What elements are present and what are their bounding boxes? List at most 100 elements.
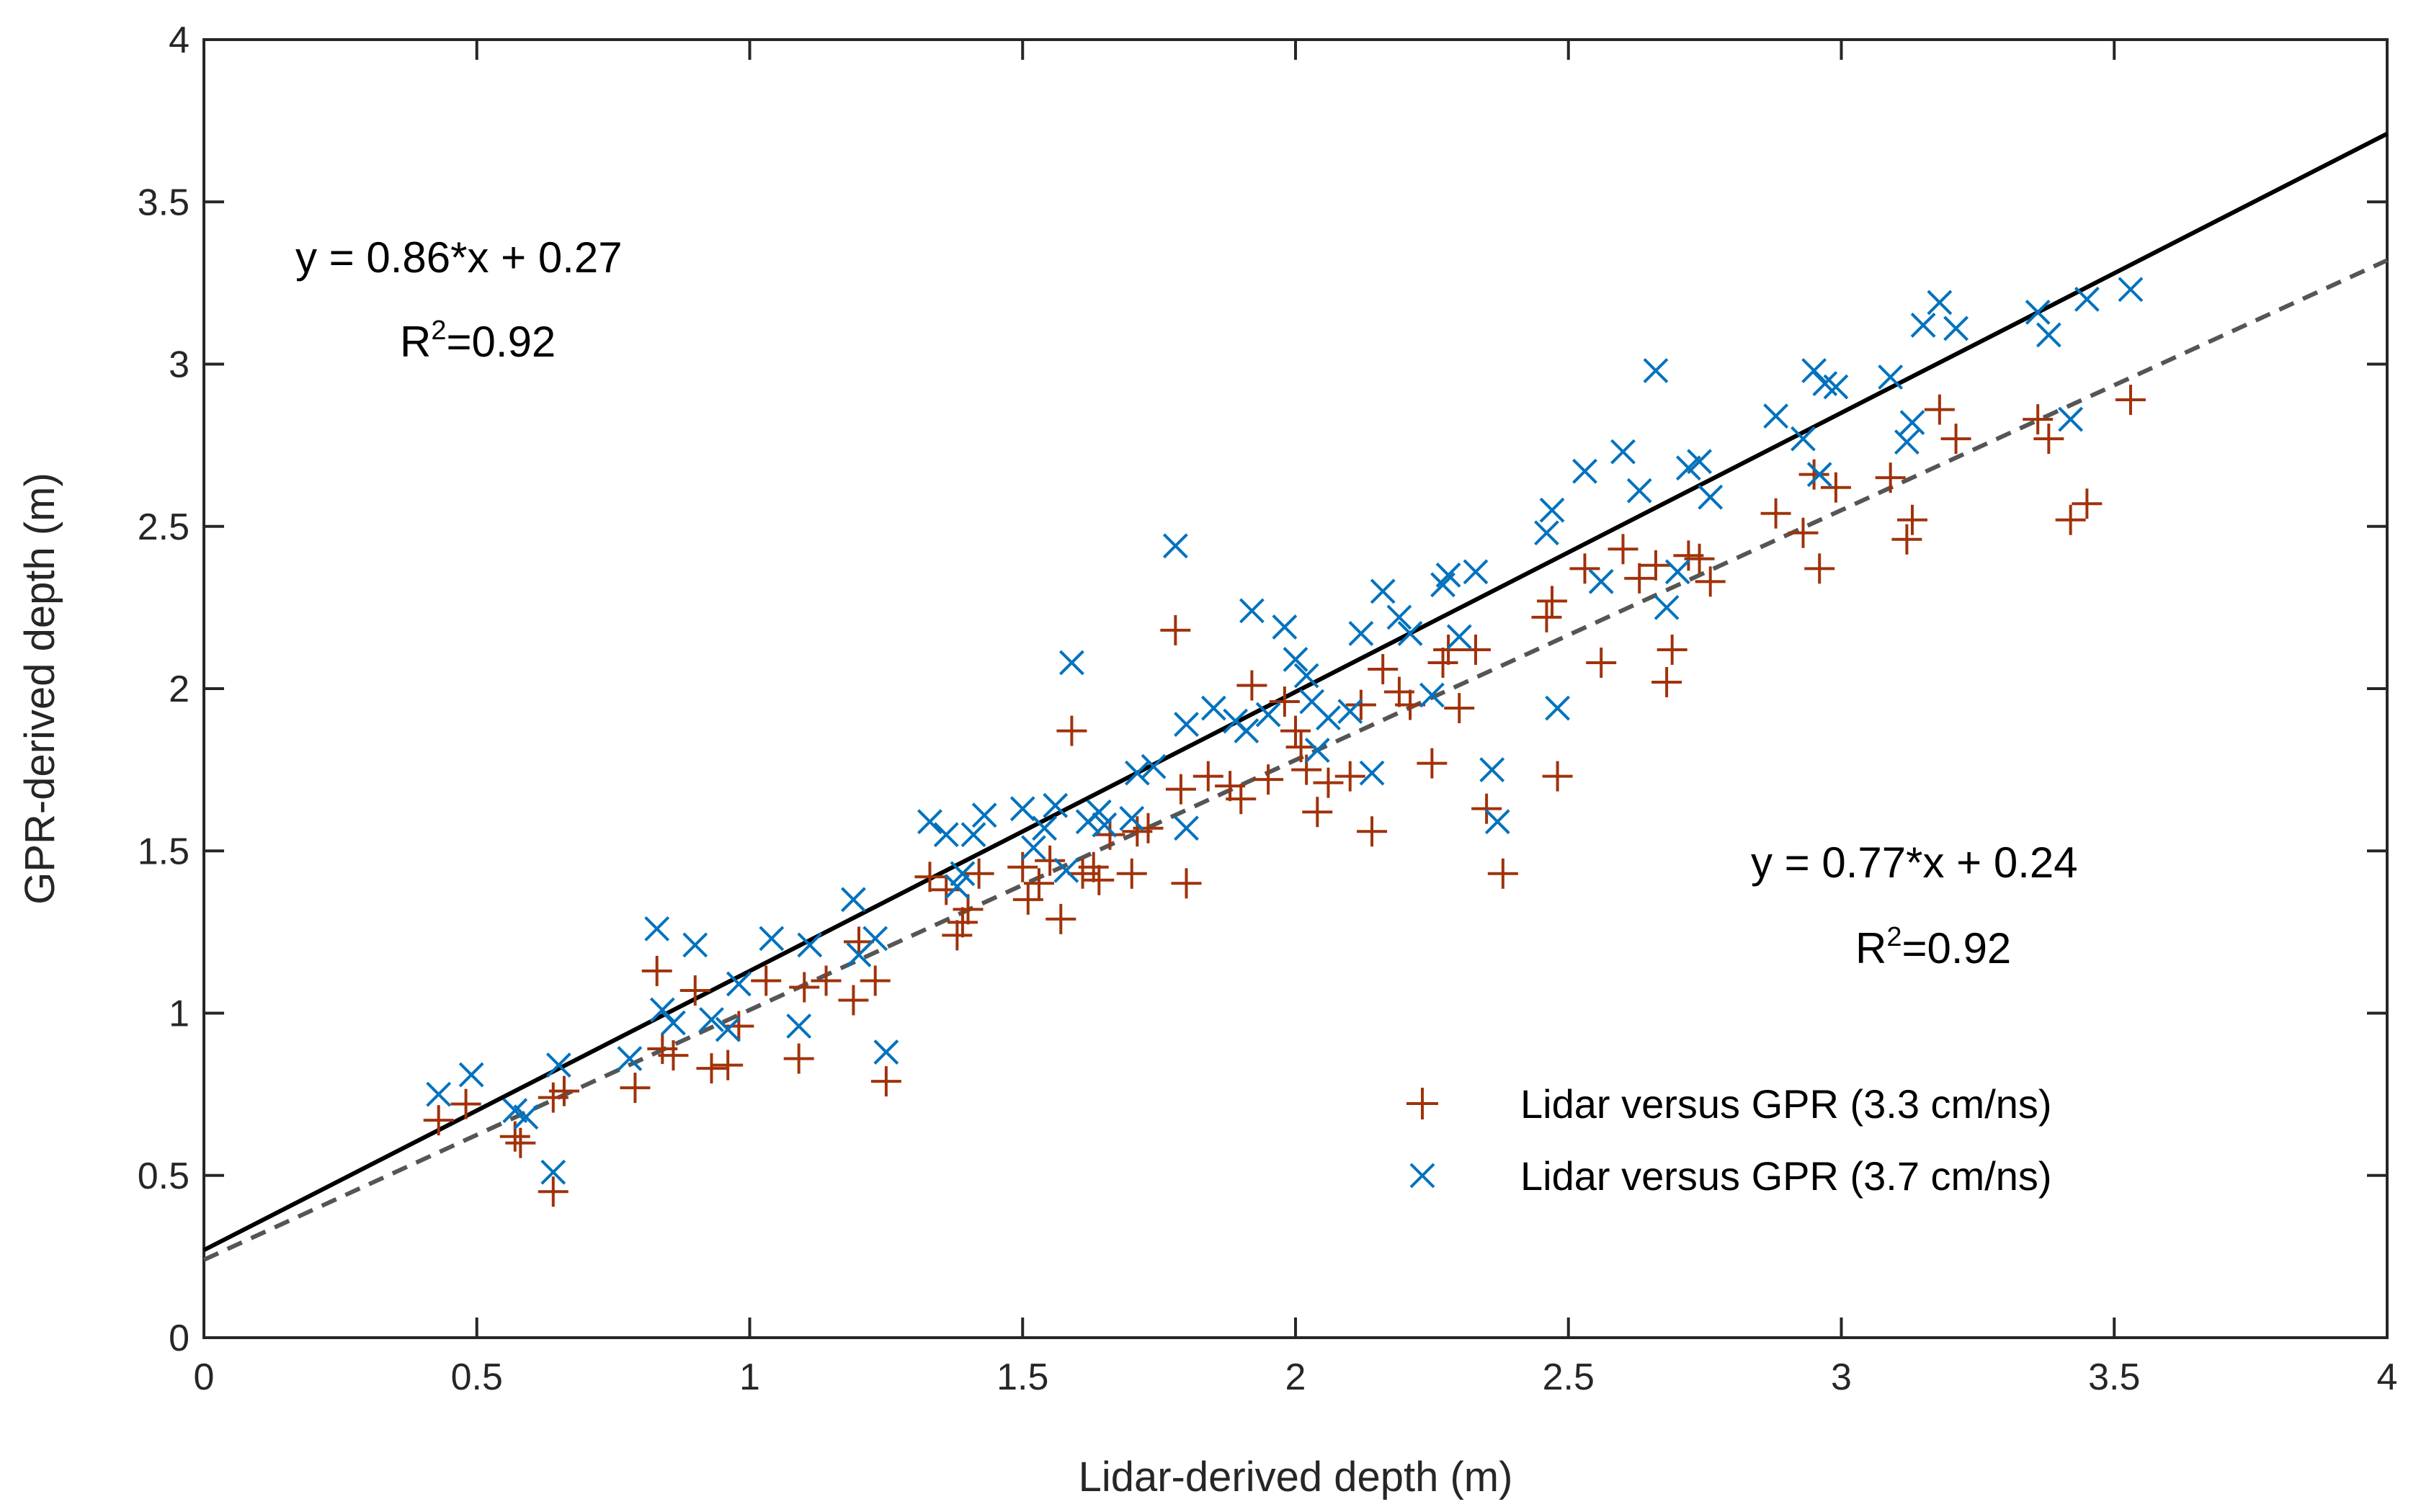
data-points (423, 277, 2146, 1207)
point-3-3-cm-ns (1116, 858, 1147, 889)
point-3-7-cm-ns (2036, 322, 2061, 348)
point-3-3-cm-ns (1624, 563, 1655, 594)
point-3-7-cm-ns (1698, 484, 1724, 510)
r2-lower: R2=0.92 (1855, 922, 2011, 972)
y-axis-title: GPR-derived depth (m) (17, 473, 63, 905)
point-3-3-cm-ns (860, 965, 891, 996)
point-3-7-cm-ns (1539, 497, 1565, 523)
point-3-7-cm-ns (1484, 809, 1510, 835)
point-3-7-cm-ns (917, 809, 942, 835)
point-3-7-cm-ns (1763, 403, 1789, 429)
point-3-3-cm-ns (931, 874, 962, 905)
x-tick-label: 4 (2377, 1356, 2398, 1398)
point-3-7-cm-ns (1643, 358, 1669, 383)
point-3-3-cm-ns (963, 858, 994, 889)
y-tick-label: 2.5 (138, 506, 190, 548)
point-3-7-cm-ns (715, 1016, 741, 1042)
point-3-3-cm-ns (953, 894, 984, 925)
point-3-3-cm-ns (1640, 550, 1671, 581)
point-3-3-cm-ns (789, 972, 820, 1003)
plot-area (202, 38, 2389, 1339)
point-3-7-cm-ns (682, 932, 708, 958)
point-3-7-cm-ns (1086, 799, 1112, 825)
point-3-7-cm-ns (1446, 624, 1472, 650)
y-tick-label: 0.5 (138, 1155, 190, 1197)
point-3-3-cm-ns (641, 955, 672, 986)
point-3-3-cm-ns (2033, 424, 2064, 455)
equation-lower: y = 0.77*x + 0.24 (1751, 838, 2078, 887)
point-3-7-cm-ns (2058, 406, 2084, 432)
point-3-3-cm-ns (1269, 686, 1300, 717)
point-3-7-cm-ns (1316, 705, 1341, 730)
point-3-3-cm-ns (1160, 614, 1191, 645)
fit-line-fit-3.3 (202, 258, 2389, 1262)
point-3-3-cm-ns (1537, 586, 1568, 617)
y-tick-label: 1 (169, 993, 190, 1035)
point-3-3-cm-ns (1460, 634, 1491, 665)
point-3-3-cm-ns (1133, 813, 1164, 844)
point-3-7-cm-ns (1059, 650, 1084, 676)
point-3-7-cm-ns (1304, 738, 1330, 764)
point-3-3-cm-ns (1253, 764, 1284, 795)
point-3-7-cm-ns (1293, 663, 1319, 689)
r2-upper-exponent: 2 (431, 316, 446, 346)
point-3-7-cm-ns (1435, 562, 1461, 588)
x-axis-title: Lidar-derived depth (m) (1079, 1454, 1513, 1500)
point-3-3-cm-ns (679, 975, 710, 1006)
r2-upper-value: =0.92 (446, 318, 556, 366)
point-3-7-cm-ns (797, 932, 823, 958)
point-3-7-cm-ns (873, 1039, 899, 1065)
point-3-3-cm-ns (1788, 517, 1819, 548)
point-3-7-cm-ns (649, 997, 675, 1023)
point-3-7-cm-ns (1687, 449, 1712, 475)
equation-upper: y = 0.86*x + 0.27 (295, 233, 623, 282)
point-3-3-cm-ns (1760, 498, 1791, 529)
x-tick-label: 2.5 (1543, 1356, 1595, 1398)
point-3-3-cm-ns (947, 907, 978, 938)
point-3-7-cm-ns (1359, 760, 1385, 786)
point-3-3-cm-ns (1586, 647, 1617, 678)
point-3-3-cm-ns (1045, 903, 1076, 934)
point-3-3-cm-ns (1471, 793, 1502, 824)
point-3-3-cm-ns (1875, 462, 1906, 493)
point-3-3-cm-ns (1165, 774, 1196, 805)
point-3-7-cm-ns (1664, 559, 1690, 585)
point-3-7-cm-ns (699, 1007, 724, 1032)
point-3-7-cm-ns (726, 971, 752, 997)
y-tick-label: 2 (169, 668, 190, 710)
point-3-7-cm-ns (1654, 594, 1680, 620)
r2-lower-exponent: 2 (1886, 922, 1901, 952)
point-3-7-cm-ns (1370, 578, 1396, 604)
point-3-7-cm-ns (759, 926, 785, 952)
point-3-3-cm-ns (914, 862, 945, 893)
point-3-3-cm-ns (1345, 689, 1376, 720)
point-3-7-cm-ns (426, 1081, 452, 1107)
point-3-3-cm-ns (1313, 767, 1344, 798)
point-3-3-cm-ns (1657, 634, 1687, 665)
point-3-3-cm-ns (1487, 858, 1518, 889)
point-3-3-cm-ns (1094, 819, 1125, 850)
x-tick-label: 2 (1285, 1356, 1306, 1398)
point-3-7-cm-ns (1020, 835, 1046, 861)
point-3-3-cm-ns (811, 965, 842, 996)
point-3-7-cm-ns (1812, 371, 1838, 396)
x-tick-label: 0.5 (451, 1356, 503, 1398)
point-3-3-cm-ns (1171, 868, 1202, 899)
point-3-7-cm-ns (1009, 796, 1035, 822)
point-3-7-cm-ns (1545, 695, 1571, 721)
r2-upper-prefix: R (400, 318, 431, 366)
point-3-7-cm-ns (1397, 621, 1423, 646)
point-3-3-cm-ns (1444, 693, 1475, 724)
point-3-3-cm-ns (783, 1043, 814, 1074)
point-3-3-cm-ns (1056, 715, 1087, 746)
point-3-3-cm-ns (620, 1073, 651, 1104)
point-3-3-cm-ns (1924, 394, 1955, 425)
point-3-3-cm-ns (1695, 566, 1726, 597)
y-tick-label: 0 (169, 1318, 190, 1359)
point-3-7-cm-ns (1174, 712, 1199, 737)
point-3-3-cm-ns (1542, 761, 1573, 792)
point-3-7-cm-ns (1162, 533, 1188, 559)
point-3-7-cm-ns (933, 822, 959, 848)
x-tick-label: 1.5 (997, 1356, 1048, 1398)
point-3-7-cm-ns (661, 1010, 686, 1036)
